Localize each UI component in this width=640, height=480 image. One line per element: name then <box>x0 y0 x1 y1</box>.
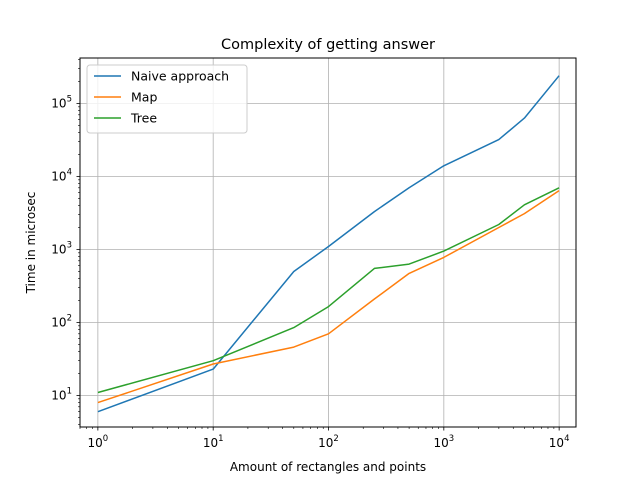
series-line-tree <box>97 187 560 394</box>
y-tick-label: 102 <box>51 313 72 329</box>
series-line-naive-approach <box>97 75 560 413</box>
y-tick-label: 105 <box>51 94 72 110</box>
x-axis-label: Amount of rectangles and points <box>230 460 426 474</box>
legend: Naive approach Map Tree <box>86 64 248 134</box>
x-tick-label: 103 <box>433 434 454 450</box>
legend-box <box>86 64 248 134</box>
plot-frame <box>79 57 577 428</box>
chart-title: Complexity of getting answer <box>221 37 435 53</box>
x-tick-label: 104 <box>549 434 570 450</box>
series-layer <box>97 75 560 413</box>
y-axis: 101 102 103 104 105 <box>51 59 80 425</box>
x-tick-label: 100 <box>88 434 109 450</box>
x-tick-label: 101 <box>203 434 224 450</box>
series-line-map <box>97 189 560 404</box>
legend-label: Naive approach <box>131 69 229 84</box>
y-tick-label: 101 <box>51 386 72 402</box>
y-tick-label: 103 <box>51 240 72 256</box>
legend-label: Map <box>131 90 157 105</box>
legend-label: Tree <box>130 111 157 126</box>
y-axis-label: Time in microsec <box>24 192 38 295</box>
x-tick-label: 102 <box>318 434 339 450</box>
x-axis: 100 101 102 103 104 <box>79 427 570 450</box>
y-tick-label: 104 <box>51 167 72 183</box>
grid <box>80 58 576 427</box>
